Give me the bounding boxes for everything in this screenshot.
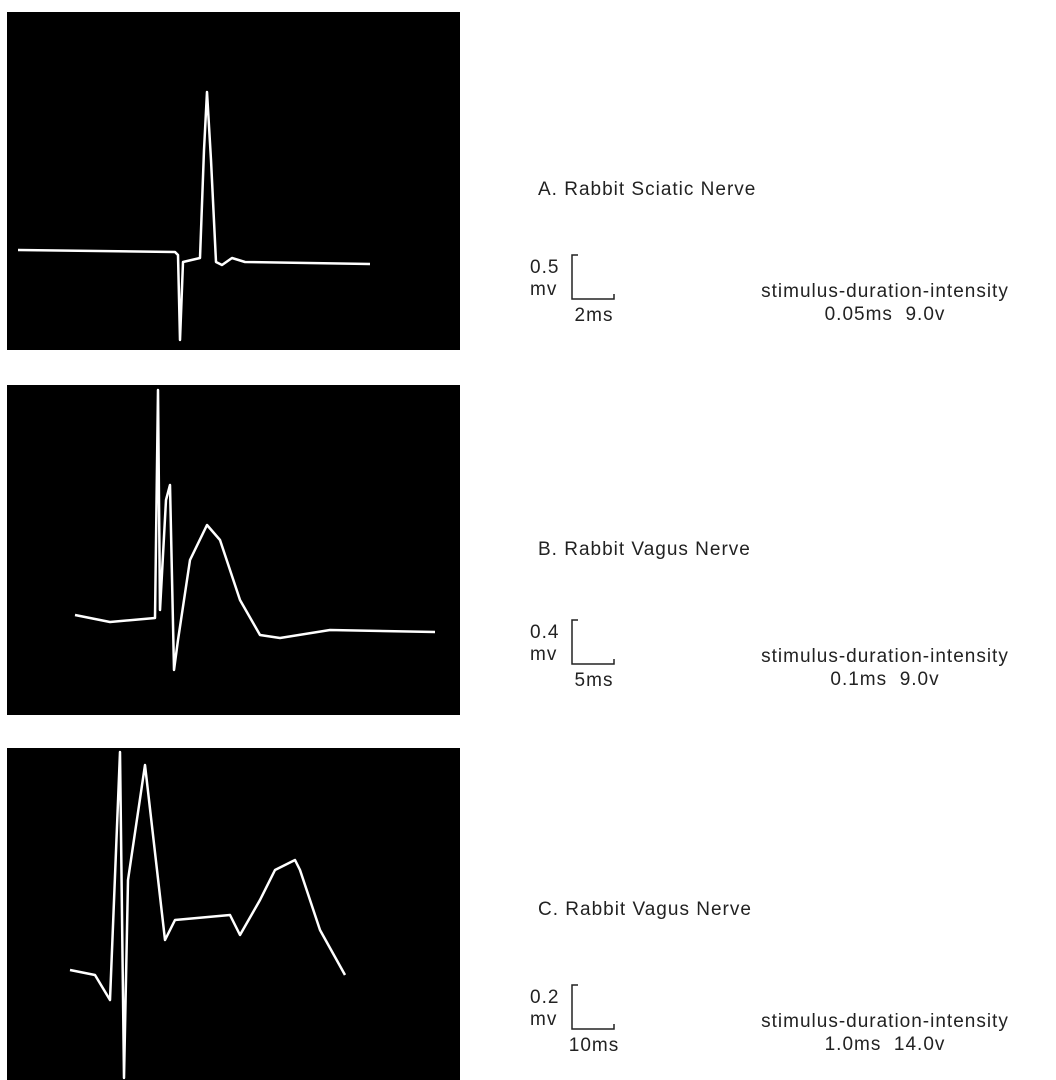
oscilloscope-a [7, 12, 460, 350]
scale-unit: mv [530, 279, 557, 300]
stimulus-values: 0.05ms 9.0v [825, 304, 946, 325]
scale-voltage: 0.4 [530, 622, 559, 643]
panel-title: C. Rabbit Vagus Nerve [538, 899, 752, 920]
stimulus-values: 1.0ms 14.0v [825, 1034, 946, 1055]
panel-title: A. Rabbit Sciatic Nerve [538, 179, 756, 200]
oscilloscope-c [7, 748, 460, 1080]
scale-bar [572, 985, 614, 1029]
scale-unit: mv [530, 1009, 557, 1030]
scale-time: 5ms [575, 670, 614, 691]
stimulus-values: 0.1ms 9.0v [830, 669, 939, 690]
scale-bar [572, 255, 614, 299]
panel-title: B. Rabbit Vagus Nerve [538, 539, 751, 560]
scale-voltage: 0.2 [530, 987, 559, 1008]
scale-bar [572, 620, 614, 664]
figure: A. Rabbit Sciatic Nerve0.5mv2msstimulus-… [0, 0, 1056, 1080]
scale-voltage: 0.5 [530, 257, 559, 278]
stimulus-heading: stimulus-duration-intensity [761, 281, 1009, 302]
scale-time: 2ms [575, 305, 614, 326]
scale-time: 10ms [569, 1035, 619, 1056]
stimulus-heading: stimulus-duration-intensity [761, 646, 1009, 667]
scale-unit: mv [530, 644, 557, 665]
stimulus-heading: stimulus-duration-intensity [761, 1011, 1009, 1032]
oscilloscope-b [7, 385, 460, 715]
